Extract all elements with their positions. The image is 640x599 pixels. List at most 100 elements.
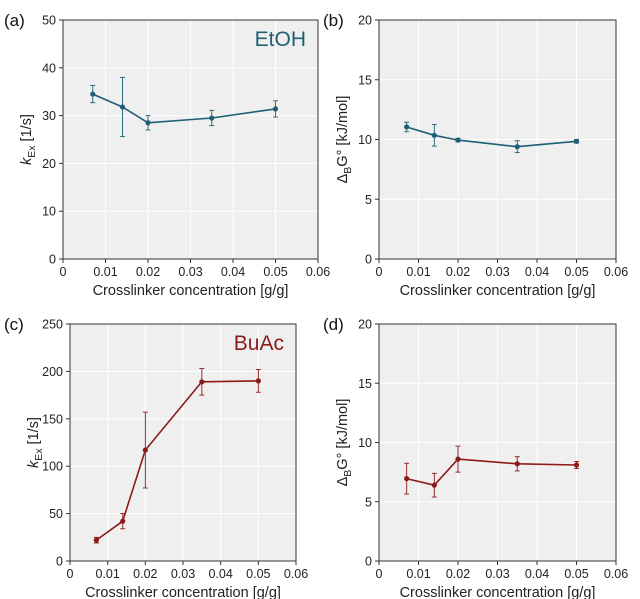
y-tick-label: 20 [358,14,372,28]
x-tick-label: 0.02 [136,265,160,279]
x-tick-label: 0.02 [133,567,157,581]
x-tick-label: 0.05 [246,567,270,581]
y-tick-label: 100 [42,460,63,474]
x-tick-label: 0 [376,265,383,279]
data-point [431,132,437,138]
y-label-unit: [1/s] [19,114,35,145]
data-point [120,518,126,524]
x-tick-label: 0.01 [406,567,430,581]
data-point [431,482,437,488]
y-label-subscript: B [342,167,354,174]
data-point [272,106,279,112]
y-tick-label: 50 [49,507,63,521]
y-tick-label: 0 [49,253,56,267]
y-tick-label: 0 [365,555,372,569]
y-tick-label: 5 [365,193,372,207]
y-tick-label: 5 [365,495,372,509]
y-tick-label: 15 [358,377,372,391]
y-label-main: k [19,157,35,165]
y-label-main: Δ [335,476,351,486]
y-label-subscript: Ex [33,448,45,461]
x-tick-label: 0.06 [306,265,330,279]
x-tick-label: 0.02 [446,567,470,581]
plot-frame [62,19,319,260]
x-tick-label: 0.04 [221,265,245,279]
data-point [119,104,126,110]
y-axis-label: ΔBG° [kJ/mol] [335,399,354,487]
y-tick-label: 10 [358,436,372,450]
x-axis-label: Crosslinker concentration [g/g] [85,585,281,599]
x-tick-label: 0.03 [178,265,202,279]
x-tick-label: 0.03 [485,567,509,581]
y-label-unit: G° [kJ/mol] [335,96,351,167]
data-point [90,91,96,97]
y-tick-label: 150 [42,412,63,426]
x-tick-label: 0 [376,567,383,581]
x-tick-label: 0.03 [485,265,509,279]
x-tick-label: 0 [60,265,67,279]
panel-label: (c) [4,315,24,334]
x-tick-label: 0.01 [95,567,119,581]
x-tick-label: 0 [67,567,74,581]
x-axis-label: Crosslinker concentration [g/g] [400,585,596,599]
data-point [404,476,410,482]
y-tick-label: 20 [358,318,372,332]
y-tick-label: 10 [358,133,372,147]
data-point [455,137,461,143]
y-tick-label: 15 [358,73,372,87]
y-tick-label: 0 [365,253,372,267]
data-point [93,537,99,543]
x-axis-label: Crosslinker concentration [g/g] [400,283,596,299]
panel-label: (b) [323,11,344,30]
x-tick-label: 0.02 [446,265,470,279]
panel-d: 0 0.01 0.02 0.03 0.04 0.05 0.06 0 5 10 15 20 Crossli… [323,315,628,599]
x-axis-label: Crosslinker concentration [g/g] [93,283,289,299]
y-label-main: k [26,460,42,468]
data-point [514,461,520,467]
plot-frame [378,19,617,260]
data-point [209,115,215,121]
data-point [455,456,461,462]
x-tick-label: 0.05 [564,265,588,279]
data-point [573,138,580,144]
y-label-unit: G° [kJ/mol] [335,399,351,470]
x-tick-label: 0.01 [406,265,430,279]
panel-c: 0 0.01 0.02 0.03 0.04 0.05 0.06 0 50 100 150 200 250… [4,315,308,599]
y-tick-label: 200 [42,365,63,379]
y-tick-label: 0 [56,555,63,569]
data-point [145,120,151,126]
x-tick-label: 0.06 [604,567,628,581]
data-point [142,447,148,453]
y-tick-label: 10 [42,205,56,219]
data-point [199,379,205,385]
y-tick-label: 20 [42,157,56,171]
y-label-main: Δ [335,173,351,183]
y-label-subscript: B [342,470,354,477]
y-tick-label: 40 [42,61,56,75]
panel-label: (d) [323,315,344,334]
data-point [404,124,410,130]
y-tick-label: 30 [42,109,56,123]
y-axis-label: kEx [1/s] [26,417,45,468]
data-point [514,144,520,150]
x-tick-label: 0.04 [208,567,232,581]
plot-frame [69,323,297,562]
x-tick-label: 0.06 [604,265,628,279]
y-axis-label: kEx [1/s] [19,114,38,165]
x-tick-label: 0.05 [263,265,287,279]
y-tick-label: 50 [42,14,56,28]
solvent-annotation: BuAc [234,332,284,355]
y-axis-label: ΔBG° [kJ/mol] [335,96,354,184]
y-label-unit: [1/s] [26,417,42,448]
y-label-subscript: Ex [26,145,38,158]
panel-b: 0 0.01 0.02 0.03 0.04 0.05 0.06 0 5 10 15 20 Crossli… [323,11,628,299]
plot-frame [378,323,617,562]
x-tick-label: 0.03 [171,567,195,581]
x-tick-label: 0.01 [93,265,117,279]
y-tick-label: 250 [42,318,63,332]
x-tick-label: 0.04 [525,265,549,279]
x-tick-label: 0.04 [525,567,549,581]
data-point [255,378,261,384]
solvent-annotation: EtOH [255,28,306,51]
